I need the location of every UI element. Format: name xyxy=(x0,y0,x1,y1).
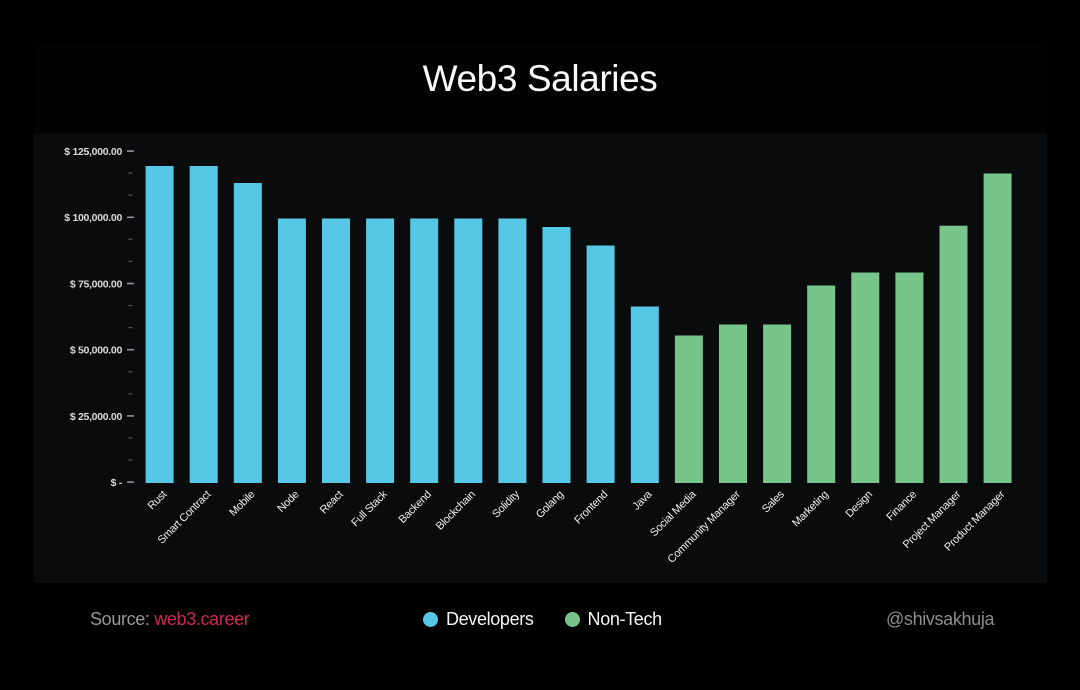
svg-text:$ 75,000.00: $ 75,000.00 xyxy=(70,278,123,290)
svg-text:Full Stack: Full Stack xyxy=(349,488,390,529)
svg-text:Community Manager: Community Manager xyxy=(666,488,744,566)
svg-text:$ 25,000.00: $ 25,000.00 xyxy=(70,411,123,423)
svg-text:$ -: $ - xyxy=(111,477,123,489)
svg-text:Node: Node xyxy=(275,489,301,515)
svg-text:React: React xyxy=(318,488,346,516)
svg-text:Marketing: Marketing xyxy=(790,489,831,530)
svg-text:Backend: Backend xyxy=(397,489,434,526)
svg-text:Design: Design xyxy=(843,489,875,521)
svg-text:Golang: Golang xyxy=(534,489,566,521)
svg-text:Solidity: Solidity xyxy=(490,488,522,520)
svg-text:Finance: Finance xyxy=(884,489,919,524)
svg-text:$ 100,000.00: $ 100,000.00 xyxy=(64,212,122,224)
svg-text:Rust: Rust xyxy=(146,488,170,512)
svg-text:Sales: Sales xyxy=(760,488,787,515)
svg-text:Mobile: Mobile xyxy=(227,489,257,519)
svg-text:$ 125,000.00: $ 125,000.00 xyxy=(64,146,122,158)
svg-text:Blockchain: Blockchain xyxy=(434,489,478,533)
svg-text:Java: Java xyxy=(630,488,655,513)
svg-text:$ 50,000.00: $ 50,000.00 xyxy=(70,345,123,357)
svg-text:Frontend: Frontend xyxy=(572,489,610,527)
